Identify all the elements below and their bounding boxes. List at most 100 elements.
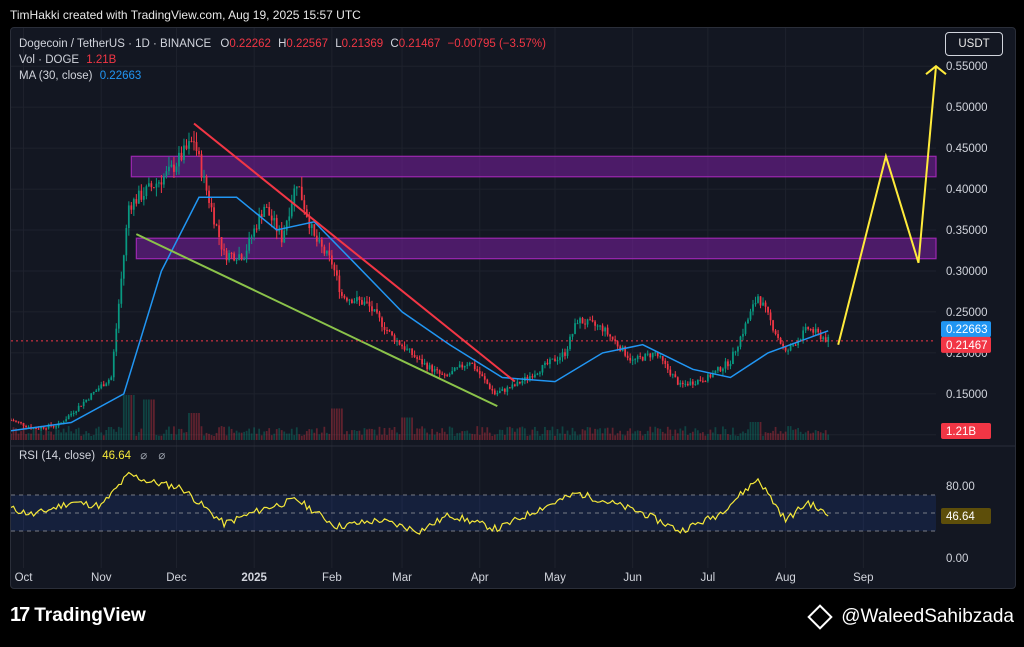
ma-price-label-bg bbox=[941, 321, 991, 338]
candle-body bbox=[423, 363, 426, 365]
volume-bar bbox=[72, 433, 75, 440]
volume-bar bbox=[757, 422, 759, 440]
candle-body bbox=[418, 358, 421, 360]
volume-bar bbox=[591, 433, 594, 440]
candle-body bbox=[461, 364, 464, 368]
volume-bar bbox=[561, 426, 564, 440]
volume-bar bbox=[739, 433, 742, 440]
volume-bar bbox=[536, 430, 539, 440]
ma-label[interactable]: MA (30, close) bbox=[19, 70, 93, 82]
rsi-settings-icon[interactable]: ⌀ ⌀ bbox=[140, 450, 170, 462]
volume-bar bbox=[799, 431, 802, 440]
candle-body bbox=[280, 228, 283, 243]
volume-bar bbox=[230, 428, 233, 440]
volume-bar bbox=[709, 429, 712, 440]
projection-path bbox=[837, 66, 937, 345]
volume-bar bbox=[621, 434, 624, 440]
volume-bar bbox=[233, 432, 235, 440]
rsi-last-label-bg bbox=[941, 508, 991, 525]
volume-bar bbox=[95, 428, 98, 440]
candle-body bbox=[426, 363, 429, 370]
high-label: H bbox=[278, 38, 287, 50]
volume-bar bbox=[180, 428, 183, 440]
candle-body bbox=[295, 186, 298, 189]
symbol-label[interactable]: Dogecoin / TetherUS · 1D · BINANCE bbox=[19, 38, 212, 50]
candle-body bbox=[351, 299, 353, 304]
volume-bar bbox=[586, 427, 589, 440]
volume-bar bbox=[762, 435, 764, 440]
volume-bar bbox=[616, 433, 619, 440]
chart-canvas[interactable]: 0.55000 0.50000 0.45000 0.40000 0.35000 0.300… bbox=[11, 28, 1015, 588]
candle-body bbox=[812, 329, 815, 333]
candle-body bbox=[486, 379, 489, 384]
candle-body bbox=[37, 428, 40, 430]
candle-body bbox=[361, 300, 363, 305]
volume-label-bg bbox=[941, 423, 991, 439]
candle-body bbox=[762, 302, 764, 306]
volume-bar bbox=[15, 428, 17, 440]
candle-body bbox=[122, 255, 125, 279]
candle-body bbox=[386, 329, 388, 331]
y-tick-3: 0.40000 bbox=[946, 184, 988, 196]
candle-body bbox=[310, 224, 313, 229]
candle-body bbox=[183, 145, 185, 160]
candle-body bbox=[97, 388, 100, 391]
chart-panel[interactable]: 0.55000 0.50000 0.45000 0.40000 0.35000 0.300… bbox=[10, 27, 1016, 589]
volume-bar bbox=[70, 431, 73, 440]
volume-bar bbox=[140, 428, 143, 440]
candle-body bbox=[712, 373, 714, 378]
volume-bar bbox=[145, 399, 148, 440]
candle-body bbox=[729, 364, 732, 367]
rsi-label[interactable]: RSI (14, close) bbox=[19, 450, 96, 462]
candle-body bbox=[255, 228, 258, 230]
volume-bar bbox=[323, 426, 326, 440]
volume-bar bbox=[82, 434, 85, 440]
volume-bar bbox=[142, 399, 145, 440]
volume-bar bbox=[581, 429, 584, 440]
candle-body bbox=[436, 369, 439, 371]
volume-bar bbox=[210, 435, 213, 440]
candle-body bbox=[413, 354, 416, 358]
currency-button[interactable]: USDT bbox=[945, 32, 1003, 56]
candle-body bbox=[188, 141, 190, 149]
candle-body bbox=[203, 176, 205, 178]
candle-body bbox=[260, 213, 263, 218]
rsi-y-tick-0: 80.00 bbox=[946, 481, 975, 493]
volume-bar bbox=[87, 433, 90, 440]
low-label: L bbox=[335, 38, 342, 50]
volume-bar bbox=[571, 427, 574, 440]
volume-bar bbox=[664, 433, 667, 440]
candle-body bbox=[701, 380, 704, 382]
volume-bar bbox=[225, 435, 228, 440]
volume-label[interactable]: Vol · DOGE bbox=[19, 54, 80, 66]
volume-bar bbox=[298, 434, 301, 440]
candle-body bbox=[744, 323, 747, 334]
volume-bar bbox=[436, 431, 439, 440]
candle-body bbox=[727, 361, 729, 367]
volume-bar bbox=[787, 426, 789, 440]
volume-bar bbox=[614, 435, 617, 440]
volume-bar bbox=[772, 430, 774, 440]
x-tick-11: Sep bbox=[853, 572, 873, 584]
candle-body bbox=[671, 374, 674, 376]
volume-bar bbox=[594, 428, 596, 440]
volume-bar bbox=[107, 426, 110, 440]
candle-body bbox=[757, 296, 759, 303]
volume-bar bbox=[661, 431, 664, 440]
candle-body bbox=[185, 145, 188, 149]
volume-bar bbox=[814, 430, 817, 440]
candle-body bbox=[481, 374, 484, 377]
candle-body bbox=[782, 343, 784, 347]
chart-legend: Dogecoin / TetherUS · 1D · BINANCE O0.22… bbox=[19, 36, 546, 84]
volume-bar bbox=[769, 432, 772, 440]
candle-body bbox=[819, 332, 822, 340]
volume-bar bbox=[789, 426, 792, 440]
volume-bar bbox=[744, 432, 747, 440]
volume-bar bbox=[426, 432, 429, 440]
volume-bar bbox=[40, 429, 42, 440]
candle-body bbox=[363, 301, 366, 305]
volume-bar bbox=[300, 435, 303, 440]
candle-body bbox=[333, 264, 336, 271]
volume-bar bbox=[125, 395, 128, 440]
volume-bar bbox=[195, 413, 198, 440]
